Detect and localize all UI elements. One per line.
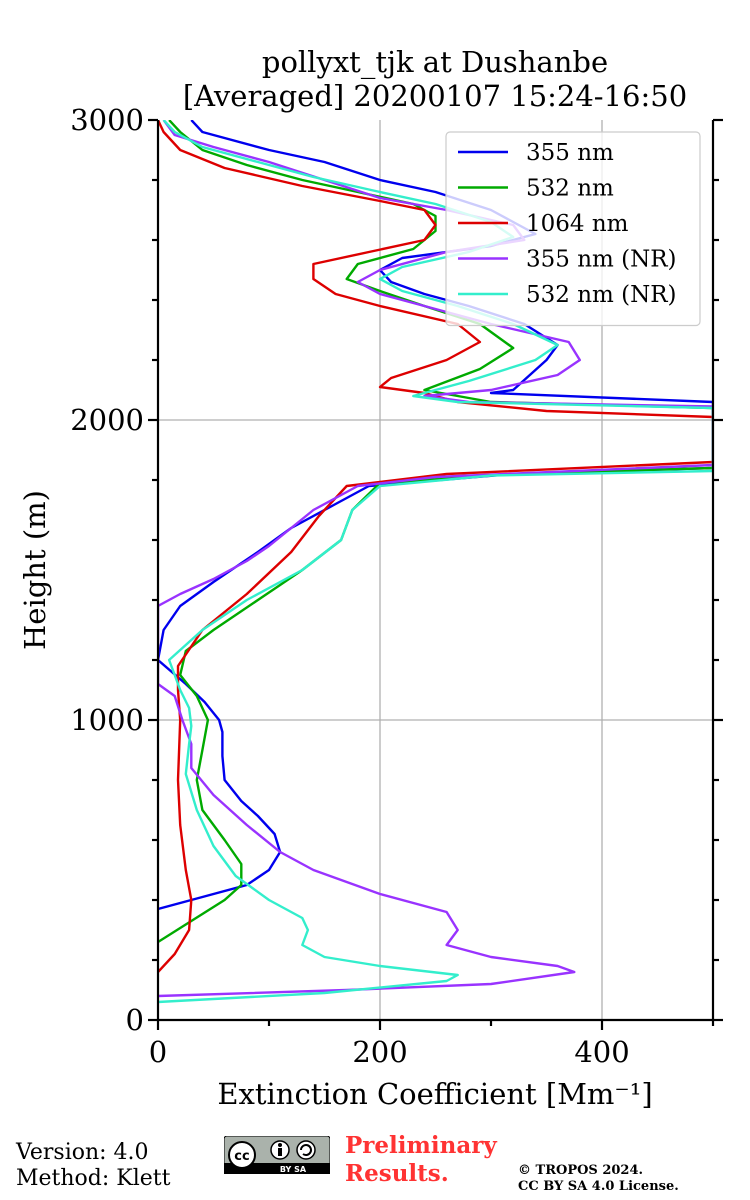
legend-label-5: 532 nm (NR) [526, 282, 677, 308]
cc-icon [228, 1141, 256, 1169]
series-line-2 [158, 120, 713, 944]
preliminary-results-note: Preliminary Results. [345, 1132, 497, 1188]
chart-title: pollyxt_tjk at Dushanbe [262, 45, 608, 80]
axes: 0 1000 2000 3000 0 200 400 [70, 103, 723, 1069]
preliminary-line-2: Results. [345, 1160, 449, 1187]
x-tick-label: 200 [352, 1035, 407, 1069]
y-tick-label: 1000 [70, 703, 144, 737]
sa-icon [296, 1140, 316, 1160]
legend-label-4: 355 nm (NR) [526, 247, 677, 273]
legend-label-1: 355 nm [526, 140, 614, 166]
copyright-note: © TROPOS 2024. CC BY SA 4.0 License. [518, 1163, 679, 1195]
preliminary-line-1: Preliminary [345, 1132, 497, 1159]
copyright-line-1: © TROPOS 2024. [518, 1163, 644, 1178]
legend-label-3: 1064 nm [526, 211, 629, 237]
cc-license-badge: cc BY SA [224, 1136, 330, 1174]
y-tick-label: 0 [126, 1003, 144, 1037]
method-label: Method: Klett [16, 1166, 171, 1191]
legend-label-2: 532 nm [526, 176, 614, 202]
y-tick-label: 2000 [70, 403, 144, 437]
copyright-line-2: CC BY SA 4.0 License. [518, 1179, 679, 1194]
y-tick-label: 3000 [70, 103, 144, 137]
legend: 355 nm 532 nm 1064 nm 355 nm (NR) 532 nm (NR… [445, 131, 701, 327]
x-axis-label: Extinction Coefficient [Mm⁻¹] [217, 1077, 652, 1111]
x-tick-label: 0 [149, 1035, 167, 1069]
cc-badge-text: BY SA [280, 1165, 307, 1174]
y-axis-label: Height (m) [18, 490, 52, 650]
x-tick-label: 400 [574, 1035, 629, 1069]
chart-subtitle: [Averaged] 20200107 15:24-16:50 [183, 79, 687, 113]
version-label: Version: 4.0 [16, 1140, 149, 1165]
legend-box [445, 131, 701, 327]
svg-text:cc: cc [234, 1149, 249, 1164]
